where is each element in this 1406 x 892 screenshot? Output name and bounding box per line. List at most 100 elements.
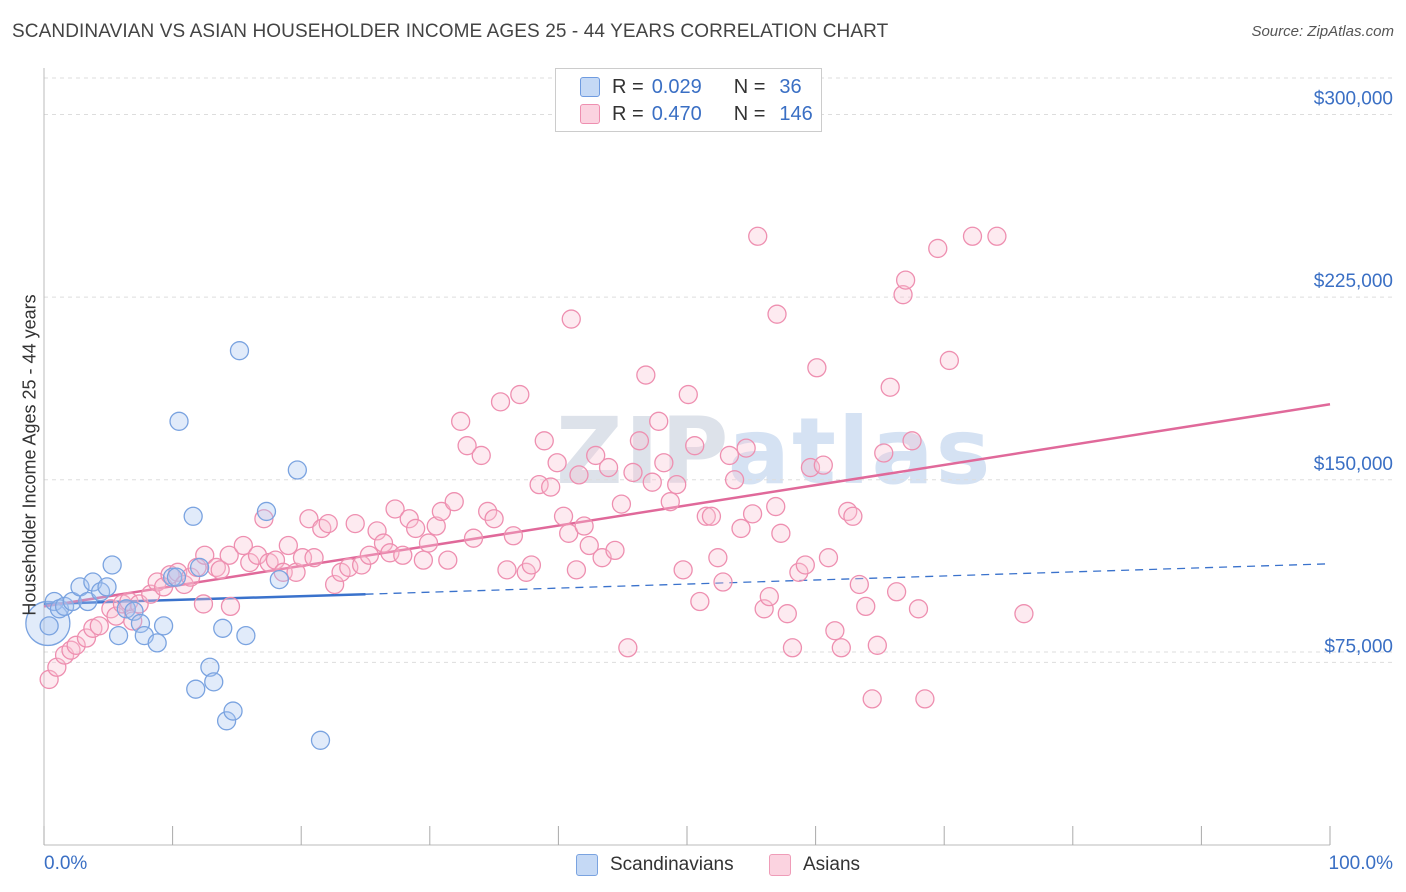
scandinavian-point: [269, 569, 289, 590]
scandinavian-point: [256, 501, 277, 522]
asian-point: [908, 599, 929, 619]
source-label: Source: ZipAtlas.com: [1251, 23, 1394, 40]
data-points: [25, 226, 1034, 750]
scandinavian-point: [229, 341, 250, 361]
asian-point: [561, 309, 581, 329]
asian-point: [701, 506, 722, 526]
asian-point: [399, 509, 419, 529]
asian-point: [299, 509, 319, 529]
asian-point: [219, 545, 239, 565]
scandinavian-point: [189, 557, 210, 578]
asian-point: [987, 226, 1007, 246]
asian-point: [359, 545, 380, 565]
series-legend-scandinavians: Scandinavians: [576, 852, 734, 878]
x-tick-label-start: 0.0%: [44, 853, 87, 874]
asian-point: [413, 550, 434, 570]
asian-point: [247, 545, 268, 565]
asian-point: [708, 548, 728, 568]
scandinavian-point: [83, 572, 103, 592]
asian-point: [123, 611, 143, 631]
scandinavian-point: [236, 625, 256, 646]
asian-point: [324, 574, 345, 595]
asian-point: [636, 365, 656, 385]
trend-line-scandinavians-extension: [365, 563, 1331, 595]
asian-point: [89, 616, 109, 636]
asian-point: [553, 506, 574, 526]
asian-point: [444, 492, 464, 512]
asian-point: [345, 513, 365, 534]
asian-point: [484, 509, 504, 529]
legend-r-label: R =: [612, 102, 644, 125]
scandinavian-point: [147, 633, 167, 653]
asian-point: [862, 689, 882, 709]
trend-lines: [43, 403, 1331, 608]
series-label-scandinavians: Scandinavians: [610, 854, 734, 875]
asian-point: [618, 638, 638, 658]
asian-point: [690, 591, 710, 612]
asian-point: [254, 509, 274, 529]
scandinavian-point: [310, 730, 331, 750]
legend-row-asians: R = 0.470 N = 146: [580, 100, 813, 128]
scandinavian-point: [39, 616, 59, 636]
asian-point: [660, 492, 680, 512]
scandinavian-point: [200, 657, 220, 677]
asian-point: [490, 392, 511, 412]
asian-point: [318, 513, 338, 534]
asian-point: [771, 523, 791, 543]
asian-point: [351, 555, 372, 575]
asian-point: [886, 582, 907, 602]
asian-point: [807, 358, 827, 378]
asian-point: [915, 689, 935, 709]
scandinavian-point: [186, 679, 206, 699]
legend-r-value: 0.029: [651, 75, 702, 98]
asian-point: [825, 621, 845, 641]
asian-point: [813, 455, 833, 475]
asian-point: [678, 384, 698, 405]
asian-point: [265, 550, 286, 570]
asian-point: [193, 594, 214, 614]
asian-point: [39, 669, 59, 690]
asian-point: [724, 470, 745, 490]
asian-point: [47, 657, 67, 677]
chart-title: SCANDINAVIAN VS ASIAN HOUSEHOLDER INCOME…: [12, 21, 889, 42]
asian-point: [497, 560, 517, 580]
asian-point: [962, 226, 983, 246]
asian-point: [831, 638, 851, 658]
asian-point: [818, 548, 839, 568]
asian-point: [373, 533, 394, 553]
legend-n-label: N =: [733, 102, 766, 125]
asian-point: [478, 501, 498, 522]
y-tick-label: $300,000: [1314, 89, 1393, 110]
series-legend-asians: Asians: [769, 852, 860, 878]
scandinavian-point: [213, 618, 233, 638]
stats-legend: R = 0.029 N = 36 R = 0.470 N = 146: [555, 68, 822, 132]
scandinavian-point: [102, 555, 122, 575]
asian-point: [649, 411, 669, 431]
asian-point: [856, 596, 876, 617]
scandinavian-point: [183, 506, 203, 526]
asian-point: [438, 550, 458, 570]
watermark-atlas: atlas: [727, 398, 993, 505]
asian-point: [529, 474, 549, 495]
scandinavian-point: [97, 577, 117, 597]
y-tick-label: $225,000: [1314, 271, 1393, 292]
asian-point: [559, 523, 579, 543]
scandinavian-point: [153, 616, 174, 636]
asian-point: [451, 411, 471, 431]
watermark: ZIPatlas: [556, 398, 992, 505]
asian-point: [534, 431, 554, 451]
asian-point: [611, 494, 632, 514]
asian-point: [418, 533, 439, 553]
asian-point: [902, 431, 922, 451]
asian-point: [731, 518, 751, 539]
asian-point: [304, 548, 324, 568]
tick-labels: $75,000 $150,000 $225,000 $300,000 0.0% 100.0…: [44, 89, 1393, 874]
asian-point: [893, 285, 913, 305]
asian-point: [736, 438, 756, 458]
legend-r-label: R =: [612, 75, 644, 98]
scandinavian-point: [169, 411, 189, 431]
scandinavian-point: [223, 701, 243, 721]
asian-point: [759, 586, 779, 607]
asian-point: [547, 453, 567, 473]
